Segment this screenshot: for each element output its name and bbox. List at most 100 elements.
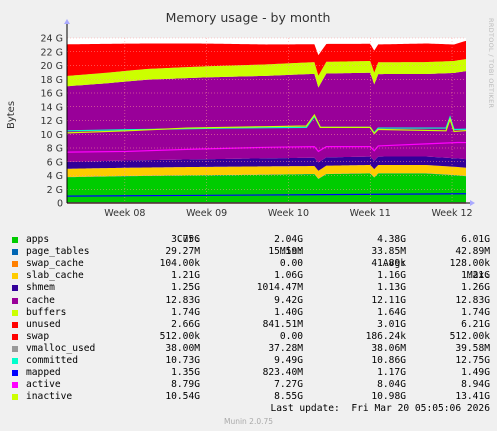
legend-max: 1.21G [461, 270, 490, 282]
legend-max: 512.00k [449, 330, 490, 342]
legend-max: 1.74G [461, 306, 490, 318]
legend-swatch [12, 358, 18, 365]
legend-swatch [12, 249, 18, 256]
legend-min: 1.06G [274, 270, 303, 282]
legend-max: 128.00k [449, 258, 490, 270]
rrdtool-credit: RRDTOOL / TOBI OETIKER [487, 18, 495, 109]
legend-avg: 1.16G [377, 270, 406, 282]
legend-swatch [12, 321, 18, 328]
legend-swatch [12, 333, 18, 340]
y-tick-label: 22 G [41, 47, 63, 58]
legend-max: 12.75G [455, 355, 490, 367]
legend-row-unused: unused 2.66G 841.51M 3.01G 6.21G [12, 319, 490, 331]
legend-cur: 12.83G [165, 294, 200, 306]
legend-avg: 10.98G [371, 391, 406, 403]
y-tick-label: 2 G [47, 185, 63, 196]
x-tick-label: Week 11 [350, 208, 391, 219]
legend-avg: 10.86G [371, 355, 406, 367]
x-tick-label: Week 10 [268, 208, 309, 219]
legend-min: 823.40M [262, 367, 303, 379]
legend-header-max: Max: [466, 270, 490, 282]
legend-cur: 10.54G [165, 391, 200, 403]
legend-row-vmalloc-used: vmalloc_used 38.00M 37.28M 38.06M 39.58M [12, 343, 490, 355]
legend-swatch [12, 382, 18, 389]
chart-title: Memory usage - by month [166, 10, 331, 25]
area-unused [67, 40, 466, 76]
last-update: Last update: Fri Mar 20 05:05:06 2026 [270, 403, 491, 414]
line-active [66, 141, 467, 153]
y-tick-label: 6 G [47, 157, 63, 168]
legend-header: Cur: Min: Avg: Max: [12, 222, 490, 281]
axes: 0 2 G 4 G 6 G 8 G 10 G 12 G 14 G 16 G 18 G 20 G 22 … [41, 19, 475, 219]
legend-max: 8.94G [461, 379, 490, 391]
legend-name: apps [26, 234, 50, 246]
legend-name: page_tables [26, 246, 90, 258]
legend-name: shmem [26, 282, 55, 294]
legend-min: 1014.47M [256, 282, 303, 294]
legend-name: unused [26, 318, 61, 330]
y-tick-label: 12 G [41, 116, 63, 127]
legend-cur: 8.79G [171, 379, 200, 391]
legend-max: 1.49G [461, 367, 490, 379]
legend-swatch [12, 370, 18, 377]
legend-max: 1.26G [461, 282, 490, 294]
legend-max: 12.83G [455, 294, 490, 306]
legend-cur: 10.73G [165, 355, 200, 367]
legend-min: 7.27G [274, 379, 303, 391]
x-tick-label: Week 09 [186, 208, 227, 219]
legend-row-buffers: buffers 1.74G 1.40G 1.64G 1.74G [12, 307, 490, 319]
legend-avg: 12.11G [371, 294, 406, 306]
y-axis-label: Bytes [6, 101, 17, 129]
legend-avg: 3.01G [377, 318, 406, 330]
legend-max: 13.41G [455, 391, 490, 403]
y-tick-label: 16 G [41, 89, 63, 100]
legend-avg: 41.89k [371, 258, 406, 270]
legend-min: 9.49G [274, 355, 303, 367]
legend-row-slab-cache: slab_cache 1.21G 1.06G 1.16G 1.21G [12, 270, 490, 282]
legend-swatch [12, 394, 18, 401]
y-tick-label: 8 G [47, 144, 63, 155]
legend-name: swap_cache [26, 258, 84, 270]
legend-row-active: active 8.79G 7.27G 8.04G 8.94G [12, 379, 490, 391]
legend-min: 37.28M [268, 342, 303, 354]
legend-header-cur: Cur: [176, 234, 200, 246]
legend-cur: 1.35G [171, 367, 200, 379]
legend-swatch [12, 261, 18, 268]
legend-cur: 1.74G [171, 306, 200, 318]
y-tick-label: 0 [57, 199, 63, 210]
legend-cur: 512.00k [159, 330, 200, 342]
x-axis-arrow [470, 200, 475, 206]
area-shmem [67, 156, 466, 171]
legend-cur: 2.66G [171, 318, 200, 330]
x-tick-label: Week 08 [104, 208, 145, 219]
legend-name: committed [26, 355, 78, 367]
legend-min: 1.40G [274, 306, 303, 318]
legend-avg: 1.64G [377, 306, 406, 318]
legend-name: active [26, 379, 61, 391]
line-mapped [66, 193, 467, 197]
legend-row-swap: swap 512.00k 0.00 186.24k 512.00k [12, 331, 490, 343]
legend-header-avg: Avg: [382, 258, 406, 270]
legend-avg: 1.17G [377, 367, 406, 379]
legend-name: vmalloc_used [26, 342, 96, 354]
legend-swatch [12, 345, 18, 352]
legend-row-apps: apps 3.75G 2.04G 4.38G 6.01G [12, 234, 490, 246]
legend-name: cache [26, 294, 55, 306]
legend-cur: 38.00M [165, 342, 200, 354]
y-tick-label: 24 G [41, 34, 63, 45]
legend-swatch [12, 237, 18, 244]
legend-max: 39.58M [455, 342, 490, 354]
y-tick-label: 18 G [41, 75, 63, 86]
legend-min: 9.42G [274, 294, 303, 306]
line-inactive [66, 113, 467, 135]
y-axis-arrow [64, 19, 70, 24]
legend-row-swap-cache: swap_cache 104.00k 0.00 41.89k 128.00k [12, 258, 490, 270]
legend-min: 15.59M [268, 246, 303, 258]
legend-cur: 3.75G [171, 234, 200, 246]
legend-cur: 1.25G [171, 282, 200, 294]
legend-swatch [12, 309, 18, 316]
legend-cur: 1.21G [171, 270, 200, 282]
legend-table: Cur: Min: Avg: Max: apps 3.75G 2.04G 4.38G 6… [12, 222, 490, 403]
legend-name: mapped [26, 367, 61, 379]
y-tick-label: 10 G [41, 130, 63, 141]
